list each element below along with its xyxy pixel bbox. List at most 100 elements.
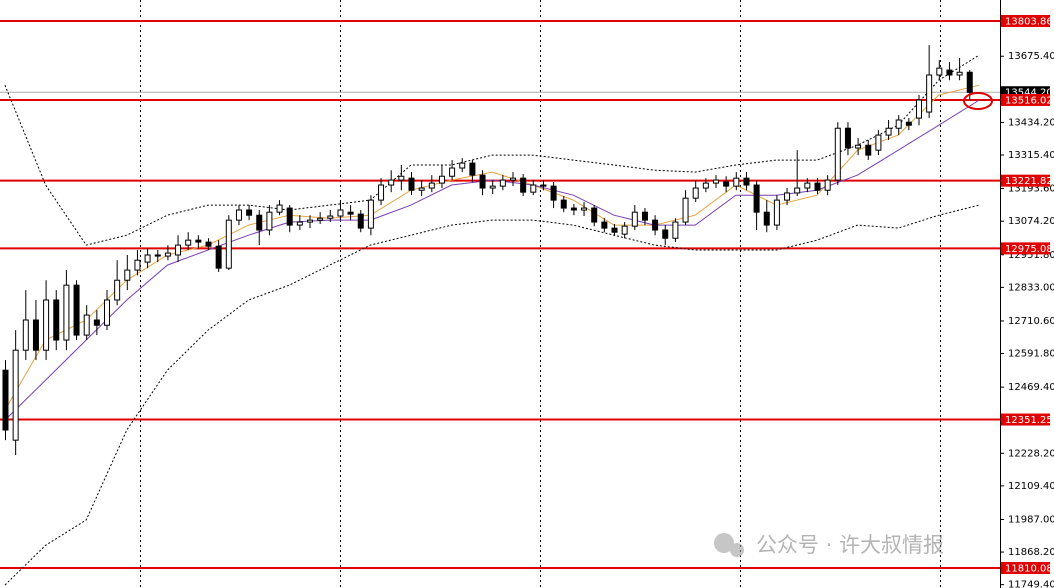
candle-body — [875, 134, 882, 151]
candle-body — [43, 299, 50, 351]
candle-body — [398, 175, 405, 181]
candle-body — [246, 209, 253, 216]
candle-body — [956, 71, 963, 76]
y-tick-label: 11749.40 — [1008, 580, 1054, 588]
candle-body — [855, 144, 862, 149]
candle-body — [723, 181, 730, 187]
candle-body — [510, 177, 516, 181]
candle-body — [713, 179, 719, 184]
candle-body — [337, 209, 344, 217]
level-box — [1001, 562, 1050, 575]
candle-body — [530, 184, 537, 193]
level-label: 11810.08 — [1005, 564, 1053, 575]
y-tick-label: 13074.20 — [1008, 216, 1054, 227]
candle-body — [753, 184, 760, 213]
candle-body — [662, 229, 669, 239]
price-axis: 13675.40 13434.20 13315.40 13193.60 13074.20… — [1000, 0, 1054, 588]
candle-body — [93, 319, 100, 326]
y-tick-label: 12833.00 — [1008, 282, 1054, 293]
y-tick-label: 12228.20 — [1008, 448, 1054, 459]
y-tick-label: 12710.60 — [1008, 316, 1054, 327]
candle-body — [388, 179, 395, 186]
candle-body — [12, 349, 19, 441]
y-tick-label: 13315.40 — [1008, 150, 1054, 161]
y-tick-label: 13434.20 — [1008, 117, 1054, 128]
level-label: 13221.82 — [1005, 176, 1053, 187]
candle-body — [195, 239, 202, 243]
level-box — [1001, 242, 1050, 255]
candle-body — [550, 185, 557, 201]
candle-body — [408, 177, 415, 191]
level-box — [1001, 413, 1050, 426]
current-price-label: 13544.20 — [1005, 88, 1053, 99]
candle-body — [936, 67, 943, 76]
candle-body — [32, 319, 39, 351]
candle-body — [926, 74, 933, 113]
candle-body — [966, 71, 973, 93]
candle-body — [479, 174, 486, 189]
candle-body — [499, 179, 506, 187]
candle-body — [865, 144, 872, 156]
candle-body — [459, 162, 466, 169]
level-label: 13803.86 — [1005, 16, 1053, 27]
candle-body — [63, 284, 70, 341]
candle-body — [814, 182, 821, 191]
candle-body — [185, 239, 192, 246]
candle-body — [205, 241, 212, 247]
candle-body — [2, 369, 9, 431]
candle-body — [215, 245, 222, 269]
candle-body — [621, 225, 628, 235]
candle-body — [286, 207, 293, 226]
candle-body — [601, 221, 608, 229]
candle-body — [682, 197, 689, 223]
candle-body — [367, 199, 374, 229]
candle-body — [164, 252, 171, 257]
candle-body — [916, 99, 922, 119]
candle-body — [844, 127, 851, 149]
level-label: 13516.02 — [1005, 95, 1053, 106]
y-tick-label: 11868.20 — [1008, 547, 1054, 558]
candle-body — [540, 184, 547, 187]
candle-body — [489, 185, 496, 189]
candle-body — [225, 219, 232, 269]
candle-body — [570, 207, 577, 211]
candle-body — [773, 199, 780, 226]
band-line — [4, 54, 980, 246]
candle-body — [784, 192, 791, 201]
candle-body — [794, 187, 801, 194]
y-tick-label: 13675.40 — [1008, 51, 1054, 62]
candle-body — [611, 227, 618, 233]
candle-body — [296, 221, 303, 226]
candle-body — [104, 299, 110, 326]
candle-body — [591, 207, 598, 223]
candle-body — [743, 177, 750, 186]
y-tick-label: 11987.00 — [1008, 514, 1054, 525]
candle-body — [266, 211, 273, 231]
candle-body — [124, 269, 131, 281]
candle-body — [824, 179, 831, 191]
candle-body — [672, 221, 679, 239]
candle-body — [560, 199, 567, 209]
candle-body — [449, 167, 456, 177]
plot — [0, 19, 1000, 586]
candle-body — [946, 69, 953, 76]
candle-body — [73, 284, 80, 336]
candle-body — [905, 121, 912, 126]
watermark-icon — [714, 533, 734, 553]
level-label: 12975.08 — [1005, 244, 1053, 255]
candle-body — [885, 127, 892, 136]
candle-body — [763, 211, 770, 226]
candle-body — [317, 217, 324, 221]
candle-body — [428, 182, 435, 189]
time-grid — [140, 0, 941, 588]
y-tick-label: 12469.40 — [1008, 382, 1054, 393]
highlight-ellipse — [963, 92, 993, 110]
candle-body — [641, 211, 648, 221]
watermark-icon — [730, 543, 744, 557]
candle-body — [144, 254, 151, 263]
level-box — [1001, 93, 1050, 106]
level-box — [1001, 174, 1050, 187]
candle-body — [276, 204, 283, 213]
